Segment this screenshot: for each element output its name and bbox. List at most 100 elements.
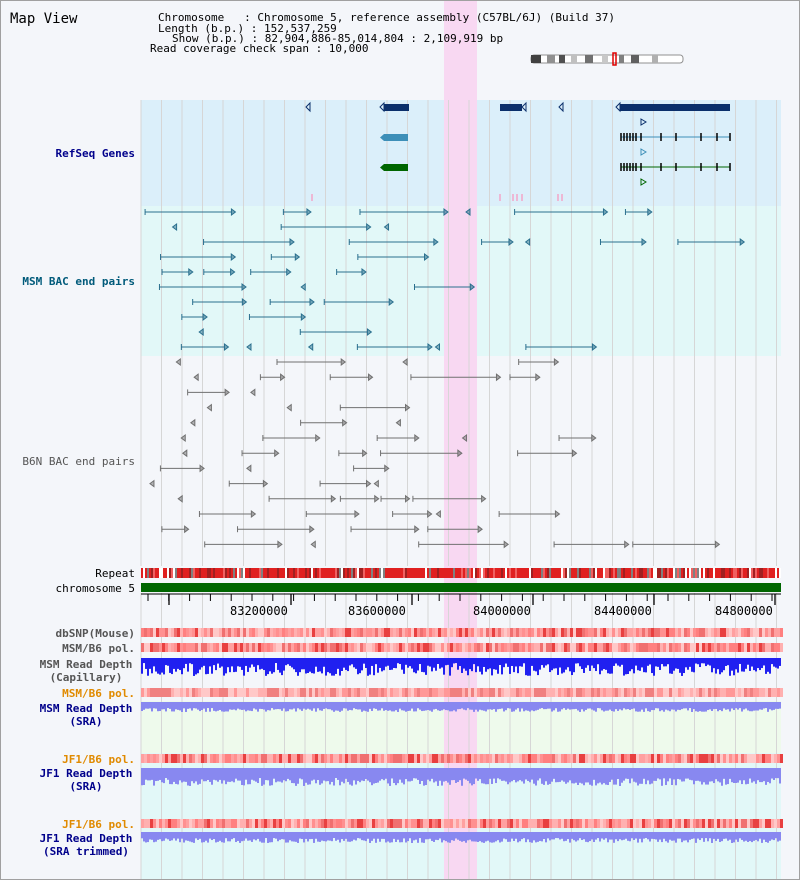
ruler-tick-label: 83600000 [348, 604, 406, 618]
jf1-b6-pol-heat [618, 754, 621, 763]
jf1-b6-pol-heat [666, 819, 669, 828]
repeat-segment [723, 568, 725, 578]
msm-sra-depth [769, 702, 771, 710]
msm-b6-pol-heat [285, 643, 288, 652]
msm-b6-pol-heat [405, 643, 408, 652]
jf1-sra-depth [483, 768, 485, 784]
jf1-sra-depth [311, 768, 313, 781]
jf1-b6-pol-heat [165, 819, 168, 828]
msm-b6-pol-heat [381, 688, 384, 697]
msm-sra-depth [141, 702, 143, 712]
repeat-segment [413, 568, 415, 578]
msm-sra-depth [495, 702, 497, 712]
msm-capillary-depth [583, 658, 585, 673]
jf1-b6-pol-heat [393, 819, 396, 828]
msm-b6-pol-heat [489, 688, 492, 697]
msm-capillary-depth [507, 658, 509, 667]
msm-capillary-depth [321, 658, 323, 674]
msm-bac-end [591, 343, 598, 351]
jf1-sra-trimmed-depth [575, 832, 577, 842]
jf1-sra-depth [675, 768, 677, 786]
jf1-sra-trimmed-depth [691, 832, 693, 839]
repeat-segment [705, 568, 707, 578]
jf1-b6-pol-heat [567, 754, 570, 763]
jf1-b6-pol-heat [366, 754, 369, 763]
jf1-b6-pol-heat [522, 819, 525, 828]
msm-bac-end [469, 283, 476, 291]
repeat-segment [249, 568, 251, 578]
repeat-segment [167, 568, 169, 578]
jf1-b6-pol-heat [285, 754, 288, 763]
jf1-sra-depth [757, 768, 759, 781]
msm-sra-depth [755, 702, 757, 711]
msm-b6-pol-heat [699, 643, 702, 652]
msm-b6-pol-heat [183, 688, 186, 697]
msm-b6-pol-heat [225, 643, 228, 652]
repeat-segment [575, 568, 577, 578]
msm-b6-pol-heat [147, 643, 150, 652]
jf1-b6-pol-heat [213, 754, 216, 763]
jf1-sra-trimmed-depth [303, 832, 305, 843]
msm-sra-depth [595, 702, 597, 712]
jf1-b6-pol-heat [414, 819, 417, 828]
b6n-bac-end [193, 373, 199, 382]
jf1-sra-trimmed-depth [703, 832, 705, 842]
dbsnp-heat [288, 628, 291, 637]
jf1-sra-depth [779, 768, 781, 784]
dbsnp-heat [747, 628, 750, 637]
jf1-sra-trimmed-depth [739, 832, 741, 839]
jf1-sra-depth [535, 768, 537, 786]
refseq-strand-arrow [558, 101, 564, 113]
jf1-sra-depth [699, 768, 701, 782]
jf1-b6-pol-heat [381, 754, 384, 763]
dbsnp-heat [336, 628, 339, 637]
msm-b6-pol-heat [354, 688, 357, 697]
repeat-segment [309, 568, 311, 578]
jf1-sra-depth [717, 768, 719, 782]
repeat-segment [367, 568, 369, 578]
jf1-sra-trimmed-depth [761, 832, 763, 843]
dbsnp-heat [264, 628, 267, 637]
msm-b6-pol-heat [657, 688, 660, 697]
msm-b6-pol-heat [753, 643, 756, 652]
chromosome-ideogram[interactable] [527, 52, 687, 66]
msm-b6-pol-heat [246, 643, 249, 652]
msm-b6-pol-heat [414, 643, 417, 652]
jf1-sra-trimmed-depth [225, 832, 227, 839]
dbsnp-heat [303, 628, 306, 637]
jf1-b6-pol-heat [660, 754, 663, 763]
msm-capillary-depth [605, 658, 607, 670]
msm-b6-pol-heat [393, 643, 396, 652]
jf1-b6-pol-heat [420, 819, 423, 828]
msm-b6-pol-heat [540, 688, 543, 697]
jf1-b6-pol-heat [408, 754, 411, 763]
msm-capillary-depth [245, 658, 247, 666]
jf1-sra-trimmed-depth [449, 832, 451, 843]
msm-sra-depth [401, 702, 403, 711]
jf1-b6-pol-heat [279, 754, 282, 763]
jf1-sra-trimmed-depth [189, 832, 191, 842]
msm-capillary-depth [421, 658, 423, 672]
msm-capillary-depth [141, 658, 143, 674]
msm-capillary-depth [777, 658, 779, 669]
msm-capillary-depth [455, 658, 457, 664]
msm-sra-depth [565, 702, 567, 710]
repeat-segment [725, 568, 727, 578]
msm-b6-pol-heat [288, 643, 291, 652]
jf1-b6-pol-heat [189, 819, 192, 828]
jf1-sra-depth [393, 768, 395, 784]
msm-capillary-depth [379, 658, 381, 668]
jf1-b6-pol-heat [402, 819, 405, 828]
repeat-segment [283, 568, 285, 578]
dbsnp-heat [744, 628, 747, 637]
b6n-bac-end [404, 403, 411, 412]
dbsnp-heat [270, 628, 273, 637]
msm-b6-pol-heat [747, 688, 750, 697]
msm-capillary-depth [333, 658, 335, 676]
msm-capillary-depth [431, 658, 433, 672]
msm-b6-pol-heat [591, 688, 594, 697]
msm-sra-depth [459, 702, 461, 710]
b6n-bac-end [342, 418, 348, 427]
jf1-sra-depth [159, 768, 161, 780]
